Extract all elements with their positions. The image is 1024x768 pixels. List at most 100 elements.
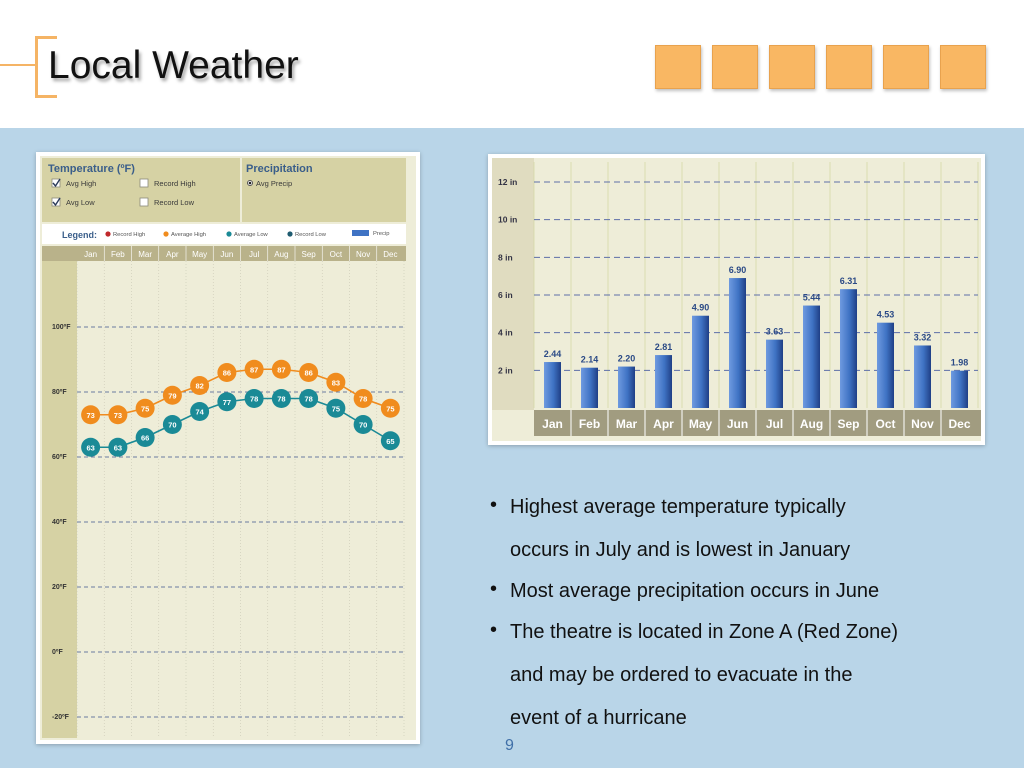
month-label: Sep: [837, 417, 859, 431]
temperature-controls: [42, 158, 240, 222]
checkbox-label: Record Low: [154, 198, 195, 207]
legend-label: Record High: [113, 232, 145, 238]
slide-header: Local Weather: [0, 0, 1024, 128]
decor-square: [655, 45, 701, 89]
y-tick-label: 60ºF: [52, 454, 67, 461]
data-point: [108, 437, 128, 457]
data-point: [380, 431, 400, 451]
data-label: 78: [277, 395, 285, 404]
data-point: [353, 415, 373, 434]
bullet-item: • Most average precipitation occurs in J…: [490, 570, 1010, 613]
y-axis-panel: [42, 261, 77, 738]
data-point: [108, 405, 128, 425]
bullet-line: and may be ordered to evacuate in the: [510, 664, 853, 686]
data-point: [190, 376, 210, 395]
precipitation-chart: 2 in 4 in 6 in 8 in 10 in 12 in 2.44 2.14 2.20 2.…: [488, 154, 985, 445]
precipitation-bar: [877, 322, 894, 408]
data-point: [244, 359, 264, 379]
decor-square: [769, 45, 815, 89]
accent-line: [0, 64, 36, 66]
bullet-item: • Highest average temperature typically …: [490, 486, 1010, 572]
data-label: 75: [332, 404, 340, 413]
month-label: Oct: [875, 417, 895, 431]
precipitation-bar: [581, 367, 598, 408]
y-tick-label: 40ºF: [52, 519, 67, 526]
data-label: 79: [168, 391, 176, 400]
y-tick-label: 12 in: [498, 177, 517, 187]
bar-value-label: 4.53: [877, 310, 895, 320]
precipitation-bar: [951, 370, 968, 408]
precipitation-bar: [766, 339, 783, 408]
legend-label: Record Low: [295, 232, 327, 238]
data-label: 74: [195, 408, 204, 417]
legend-label: Precip: [373, 231, 389, 237]
bar-value-label: 2.44: [544, 349, 562, 359]
month-label: Jul: [249, 250, 259, 259]
y-tick-label: 6 in: [498, 290, 513, 300]
data-point: [326, 398, 346, 418]
data-label: 78: [304, 395, 312, 404]
month-label: May: [192, 250, 207, 259]
temperature-chart: Temperature (ºF) Precipitation Avg High Rec…: [36, 152, 420, 744]
decor-square: [940, 45, 986, 89]
data-label: 78: [359, 395, 367, 404]
data-point: [217, 363, 237, 382]
data-label: 87: [277, 365, 285, 374]
month-label: Nov: [356, 250, 370, 259]
data-point: [135, 428, 155, 447]
month-label: Jan: [542, 417, 563, 431]
page-number: 9: [505, 737, 514, 754]
month-label: Jan: [84, 250, 97, 259]
data-point: [135, 398, 155, 418]
bar-value-label: 2.14: [581, 355, 599, 365]
y-tick-label: 10 in: [498, 215, 517, 225]
y-tick-label: -20ºF: [52, 714, 70, 721]
month-label: Dec: [383, 250, 397, 259]
data-label: 66: [141, 434, 149, 443]
data-label: 83: [332, 378, 340, 387]
month-label: Aug: [274, 250, 288, 259]
checkbox: [139, 178, 149, 188]
legend-marker: [105, 231, 111, 237]
data-point: [190, 402, 210, 421]
month-label: Aug: [800, 417, 823, 431]
checkbox: [51, 178, 61, 188]
y-tick-label: 80ºF: [52, 389, 67, 396]
bar-value-label: 4.90: [692, 303, 710, 313]
y-tick-label: 20ºF: [52, 584, 67, 591]
month-label: Apr: [653, 417, 674, 431]
decor-square: [826, 45, 872, 89]
data-label: 75: [141, 404, 149, 413]
bullet-line: occurs in July and is lowest in January: [510, 539, 851, 561]
precipitation-bar: [655, 355, 672, 408]
bullet-item: • The theatre is located in Zone A (Red …: [490, 611, 1010, 740]
month-header-bar: [42, 246, 406, 261]
data-point: [217, 392, 237, 412]
month-label: Mar: [138, 250, 152, 259]
data-point: [81, 437, 101, 457]
legend-label: Average Low: [234, 232, 269, 238]
data-point: [326, 372, 346, 392]
bar-value-label: 5.44: [803, 293, 821, 303]
month-label: Jul: [766, 417, 783, 431]
precipitation-controls: [242, 158, 406, 222]
legend-label: Average High: [171, 232, 206, 238]
data-label: 78: [250, 395, 258, 404]
precipitation-bar: [803, 305, 820, 408]
decor-square: [883, 45, 929, 89]
y-tick-label: 0ºF: [52, 649, 63, 656]
precipitation-bar: [692, 315, 709, 408]
bar-value-label: 6.31: [840, 276, 858, 286]
data-point: [271, 359, 291, 379]
y-tick-label: 8 in: [498, 252, 513, 262]
y-tick-label: 4 in: [498, 328, 513, 338]
month-label: Nov: [911, 417, 934, 431]
precipitation-chart-svg: 2 in 4 in 6 in 8 in 10 in 12 in 2.44 2.14 2.20 2.…: [492, 158, 981, 441]
data-point: [81, 405, 101, 425]
month-label: May: [689, 417, 713, 431]
bar-value-label: 1.98: [951, 358, 969, 368]
data-label: 82: [195, 382, 203, 391]
data-label: 86: [304, 369, 312, 378]
month-label: Mar: [616, 417, 638, 431]
month-label: Dec: [948, 417, 970, 431]
